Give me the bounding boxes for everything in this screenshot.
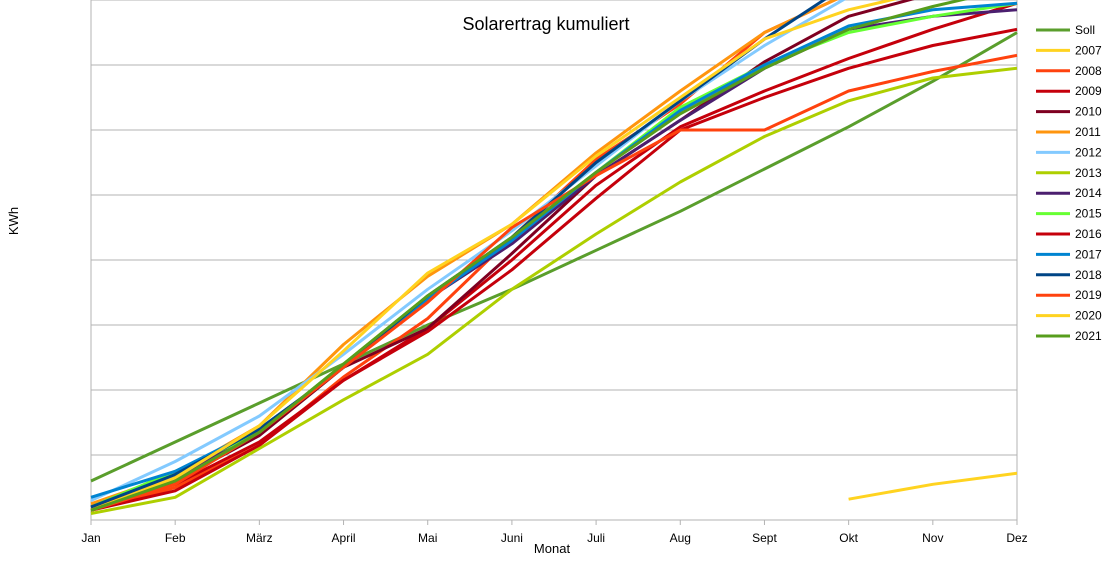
chart-title: Solarertrag kumuliert <box>462 14 629 34</box>
x-tick-label: Sept <box>752 531 777 545</box>
legend-label: 2021 <box>1075 329 1102 343</box>
legend-label: 2011 <box>1075 125 1101 139</box>
x-tick-label: März <box>246 531 273 545</box>
x-axis-label: Monat <box>534 541 571 556</box>
legend-label: 2015 <box>1075 207 1102 221</box>
legend-label: 2009 <box>1075 84 1102 98</box>
x-tick-label: Feb <box>165 531 186 545</box>
series-line-2012 <box>90 0 846 502</box>
series-line-2010 <box>90 0 915 512</box>
series-line-2009 <box>90 1 1018 512</box>
legend-label: 2012 <box>1075 145 1102 159</box>
series-line-soll <box>90 31 1018 483</box>
legend-label: 2020 <box>1075 309 1102 323</box>
x-tick-label: Aug <box>670 531 691 545</box>
legend-label: 2008 <box>1075 64 1102 78</box>
series-line-2021 <box>90 0 968 512</box>
legend-label: 2010 <box>1075 105 1102 119</box>
series-line-2011 <box>90 0 839 506</box>
x-tick-label: Juli <box>587 531 605 545</box>
x-axis-ticks: Jan Feb März April Mai Juni Juli Aug Sept Okt Nov D… <box>81 520 1028 545</box>
legend-label: 2007 <box>1075 43 1102 57</box>
legend-label: 2018 <box>1075 268 1102 282</box>
legend: Soll 2007 2008 2009 2010 2011 2012 2013 2014 2015… <box>1036 23 1102 343</box>
x-tick-label: Mai <box>418 531 437 545</box>
x-tick-label: Nov <box>922 531 943 545</box>
series-line-2020 <box>90 0 898 512</box>
grid <box>90 0 1018 521</box>
legend-label: 2014 <box>1075 186 1102 200</box>
x-tick-label: Jan <box>81 531 100 545</box>
legend-label: 2013 <box>1075 166 1102 180</box>
series-line-2007 <box>848 471 1018 501</box>
legend-label: 2017 <box>1075 247 1102 261</box>
x-tick-label: Okt <box>839 531 858 545</box>
series-line-2017 <box>90 1 1018 499</box>
legend-label: Soll <box>1075 23 1095 37</box>
y-axis-label: KWh <box>6 207 21 235</box>
series-line-2016 <box>90 27 1018 509</box>
series-line-2008 <box>90 0 839 512</box>
x-tick-label: Juni <box>501 531 523 545</box>
series-line-2013 <box>90 66 1018 515</box>
legend-label: 2016 <box>1075 227 1102 241</box>
x-tick-label: Dez <box>1006 531 1027 545</box>
x-tick-label: April <box>332 531 356 545</box>
series-lines <box>90 0 1018 515</box>
legend-label: 2019 <box>1075 288 1102 302</box>
